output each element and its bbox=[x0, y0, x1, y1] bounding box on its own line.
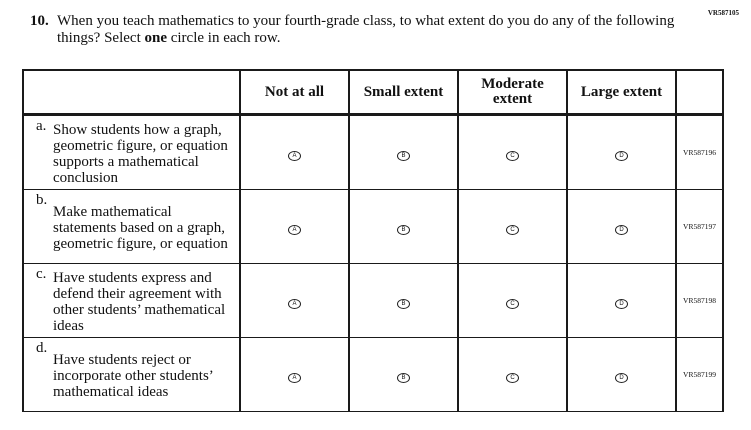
response-bubble-b[interactable]: B bbox=[397, 150, 410, 161]
response-bubble-c[interactable]: C bbox=[506, 298, 519, 309]
response-bubble-c[interactable]: C bbox=[506, 150, 519, 161]
item-code: VR587197 bbox=[675, 189, 724, 264]
column-header: Moderate extent bbox=[457, 69, 568, 116]
response-bubble-a[interactable]: A bbox=[288, 224, 301, 235]
response-cell: A bbox=[239, 114, 350, 190]
response-cell: A bbox=[239, 263, 350, 338]
response-cell: D bbox=[566, 337, 677, 412]
response-bubble-d[interactable]: D bbox=[615, 372, 628, 383]
response-cell: C bbox=[457, 337, 568, 412]
question-text: When you teach mathematics to your fourt… bbox=[57, 13, 675, 46]
response-bubble-b[interactable]: B bbox=[397, 224, 410, 235]
response-cell: B bbox=[348, 114, 459, 190]
response-bubble-a[interactable]: A bbox=[288, 372, 301, 383]
response-cell: C bbox=[457, 189, 568, 264]
table-row: d. Have students reject or incorporate ot… bbox=[22, 337, 724, 412]
response-bubble-d[interactable]: D bbox=[615, 298, 628, 309]
table-row: c. Have students express and defend their… bbox=[22, 263, 724, 338]
column-header: Not at all bbox=[239, 69, 350, 116]
row-label: a. Show students how a graph, geometric f… bbox=[22, 114, 241, 190]
row-label: b. Make mathematical statements based on … bbox=[22, 189, 241, 264]
response-cell: B bbox=[348, 189, 459, 264]
item-code: VR587196 bbox=[675, 114, 724, 190]
column-header: Large extent bbox=[566, 69, 677, 116]
row-label: d. Have students reject or incorporate ot… bbox=[22, 337, 241, 412]
row-label: c. Have students express and defend their… bbox=[22, 263, 241, 338]
response-bubble-c[interactable]: C bbox=[506, 372, 519, 383]
header-row: Not at all Small extent Moderate extent … bbox=[22, 69, 724, 116]
item-code: VR587198 bbox=[675, 263, 724, 338]
table-row: b. Make mathematical statements based on … bbox=[22, 189, 724, 264]
response-cell: A bbox=[239, 337, 350, 412]
response-grid: Not at all Small extent Moderate extent … bbox=[22, 69, 724, 412]
response-cell: D bbox=[566, 189, 677, 264]
response-cell: C bbox=[457, 114, 568, 190]
response-cell: A bbox=[239, 189, 350, 264]
response-bubble-d[interactable]: D bbox=[615, 150, 628, 161]
response-bubble-a[interactable]: A bbox=[288, 150, 301, 161]
response-cell: D bbox=[566, 263, 677, 338]
response-bubble-d[interactable]: D bbox=[615, 224, 628, 235]
response-bubble-b[interactable]: B bbox=[397, 372, 410, 383]
response-cell: D bbox=[566, 114, 677, 190]
item-code: VR587199 bbox=[675, 337, 724, 412]
column-header: Small extent bbox=[348, 69, 459, 116]
question-id: VR587105 bbox=[707, 9, 739, 17]
table-row: a. Show students how a graph, geometric f… bbox=[22, 114, 724, 190]
response-cell: C bbox=[457, 263, 568, 338]
blank-header bbox=[22, 69, 241, 116]
response-cell: B bbox=[348, 337, 459, 412]
response-bubble-c[interactable]: C bbox=[506, 224, 519, 235]
code-header bbox=[675, 69, 724, 116]
response-bubble-b[interactable]: B bbox=[397, 298, 410, 309]
response-cell: B bbox=[348, 263, 459, 338]
emphasis: one bbox=[144, 30, 167, 46]
response-bubble-a[interactable]: A bbox=[288, 298, 301, 309]
question-number: 10. bbox=[30, 13, 49, 29]
